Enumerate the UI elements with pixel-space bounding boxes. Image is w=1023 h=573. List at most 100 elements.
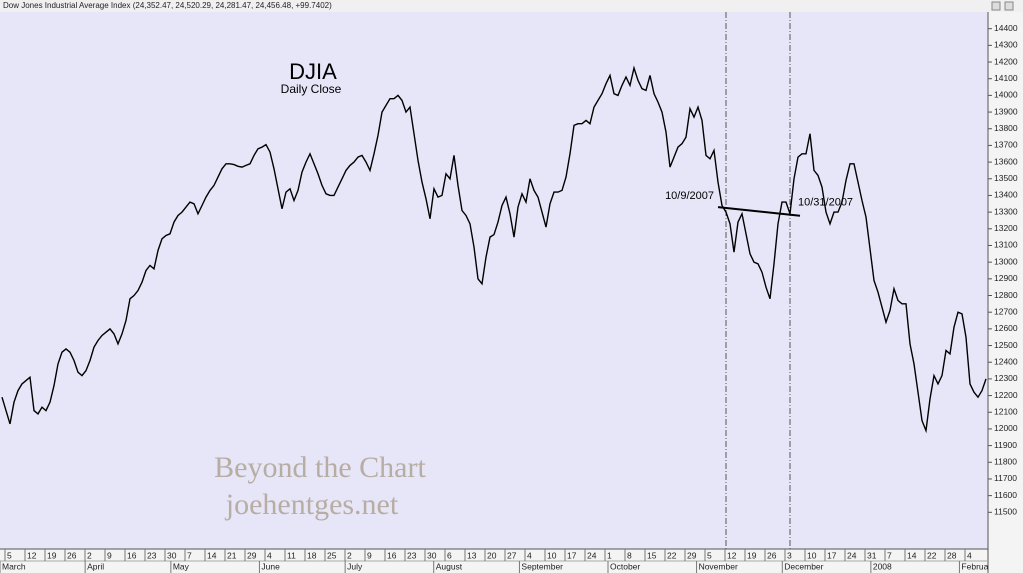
- trend-line: [717, 206, 801, 217]
- y-tick-label: 11600: [994, 490, 1017, 500]
- x-tick-label: 29: [247, 550, 257, 560]
- y-tick-label: 11800: [994, 457, 1017, 467]
- x-tick-label: 10: [547, 550, 557, 560]
- y-tick-label: 12600: [994, 323, 1018, 333]
- chart-subtitle: Daily Close: [281, 82, 342, 96]
- x-tick-label: 12: [727, 550, 737, 560]
- window-button[interactable]: [991, 1, 1001, 11]
- x-tick-label: 30: [427, 550, 437, 560]
- x-tick-label: 17: [567, 550, 577, 560]
- x-tick-label: 16: [387, 550, 397, 560]
- month-label: 2008: [873, 561, 892, 571]
- x-tick-label: 30: [167, 550, 177, 560]
- month-label: November: [699, 561, 738, 571]
- x-tick-label: 14: [207, 550, 217, 560]
- title-bar: [0, 0, 1023, 12]
- y-tick-label: 12800: [994, 290, 1018, 300]
- window-title: Dow Jones Industrial Average Index (24,3…: [3, 1, 332, 10]
- month-label: April: [87, 561, 104, 571]
- x-tick-label: 8: [627, 550, 632, 560]
- month-label: December: [784, 561, 823, 571]
- month-label: February: [961, 561, 996, 571]
- y-tick-label: 13000: [994, 256, 1018, 266]
- x-tick-label: 20: [487, 550, 497, 560]
- y-tick-label: 12900: [994, 273, 1018, 283]
- x-tick-label: 5: [707, 550, 712, 560]
- y-axis-area: [988, 12, 1023, 573]
- x-tick-label: 13: [467, 550, 477, 560]
- month-label: August: [436, 561, 463, 571]
- y-tick-label: 11900: [994, 440, 1017, 450]
- x-tick-label: 22: [927, 550, 937, 560]
- data-line: [1, 65, 987, 434]
- x-tick-label: 12: [27, 550, 37, 560]
- x-tick-label: 5: [7, 550, 12, 560]
- x-tick-label: 6: [447, 550, 452, 560]
- y-tick-label: 13800: [994, 123, 1018, 133]
- y-tick-label: 12000: [994, 423, 1018, 433]
- x-tick-label: 2: [347, 550, 352, 560]
- y-tick-label: 12200: [994, 390, 1018, 400]
- y-tick-label: 12400: [994, 356, 1018, 366]
- x-tick-label: 15: [647, 550, 657, 560]
- y-tick-label: 12500: [994, 340, 1018, 350]
- y-tick-label: 12300: [994, 373, 1018, 383]
- watermark: joehentges.net: [225, 488, 399, 521]
- y-tick-label: 14100: [994, 73, 1018, 83]
- month-label: May: [173, 561, 190, 571]
- x-tick-label: 31: [867, 550, 877, 560]
- annotation-label: 10/9/2007: [665, 190, 714, 202]
- month-label: July: [347, 561, 363, 571]
- x-tick-label: 10: [807, 550, 817, 560]
- x-tick-label: 21: [227, 550, 237, 560]
- x-tick-label: 9: [107, 550, 112, 560]
- x-tick-label: 4: [967, 550, 972, 560]
- x-tick-label: 23: [407, 550, 417, 560]
- x-tick-label: 25: [327, 550, 337, 560]
- x-tick-label: 24: [847, 550, 857, 560]
- x-tick-label: 14: [907, 550, 917, 560]
- y-tick-label: 13300: [994, 206, 1018, 216]
- x-tick-label: 27: [507, 550, 517, 560]
- x-tick-label: 7: [187, 550, 192, 560]
- x-tick-label: 24: [587, 550, 597, 560]
- y-tick-label: 14000: [994, 90, 1018, 100]
- plot-area: [0, 12, 988, 549]
- y-tick-label: 14300: [994, 40, 1018, 50]
- y-tick-label: 13700: [994, 140, 1018, 150]
- x-tick-label: 29: [687, 550, 697, 560]
- x-tick-label: 4: [527, 550, 532, 560]
- x-tick-label: 19: [47, 550, 57, 560]
- month-label: June: [261, 561, 280, 571]
- month-label: October: [610, 561, 640, 571]
- x-tick-label: 1: [607, 550, 612, 560]
- chart-title: DJIA: [289, 59, 337, 84]
- y-tick-label: 14200: [994, 56, 1018, 66]
- x-tick-label: 3: [787, 550, 792, 560]
- y-tick-label: 13900: [994, 106, 1018, 116]
- x-tick-label: 17: [827, 550, 837, 560]
- y-tick-label: 13400: [994, 190, 1018, 200]
- y-tick-label: 11500: [994, 507, 1017, 517]
- y-tick-label: 11700: [994, 473, 1017, 483]
- annotation-label: 10/31/2007: [798, 197, 853, 209]
- x-tick-label: 28: [947, 550, 957, 560]
- x-tick-label: 18: [307, 550, 317, 560]
- x-tick-label: 16: [127, 550, 137, 560]
- window-button[interactable]: [1004, 1, 1014, 11]
- y-tick-label: 14400: [994, 23, 1018, 33]
- month-label: September: [521, 561, 563, 571]
- x-tick-label: 22: [667, 550, 677, 560]
- x-axis-labels: March April May June July August September Octo…: [2, 561, 996, 571]
- y-tick-label: 12100: [994, 406, 1018, 416]
- y-tick-label: 13500: [994, 173, 1018, 183]
- y-tick-label: 13100: [994, 240, 1018, 250]
- y-tick-label: 13600: [994, 156, 1018, 166]
- x-tick-label: 26: [67, 550, 77, 560]
- x-tick-label: 19: [747, 550, 757, 560]
- x-tick-label: 11: [287, 550, 296, 560]
- x-tick-label: 7: [887, 550, 892, 560]
- y-tick-label: 12700: [994, 306, 1018, 316]
